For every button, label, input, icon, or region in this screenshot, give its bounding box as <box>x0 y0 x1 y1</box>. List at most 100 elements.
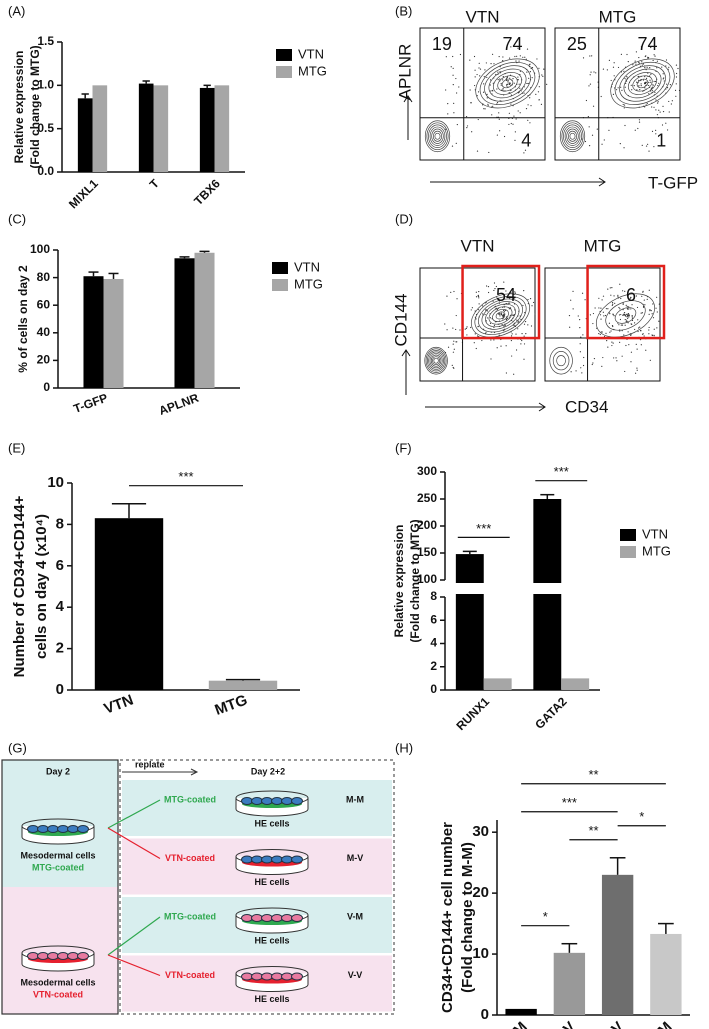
event-dot <box>631 319 634 322</box>
right-title: Day 2+2 <box>251 766 285 776</box>
event-dot <box>496 309 498 311</box>
event-dot <box>677 67 679 70</box>
contour <box>479 61 536 105</box>
cell <box>251 797 263 805</box>
panel-label: (G) <box>8 740 27 755</box>
contour <box>488 306 513 325</box>
event-dot <box>675 64 678 66</box>
bar <box>194 252 215 388</box>
event-dot <box>473 342 475 344</box>
event-dot <box>456 123 458 126</box>
event-dot <box>598 332 600 335</box>
plot-frame <box>419 27 546 161</box>
bar <box>505 1008 537 1015</box>
significance-label: ** <box>588 767 598 782</box>
event-dot <box>508 112 510 114</box>
cell <box>291 972 303 981</box>
event-dot <box>588 85 590 87</box>
event-dot <box>498 118 500 120</box>
event-dot <box>486 317 489 319</box>
significance-label: *** <box>476 521 491 536</box>
event-dot <box>618 306 620 309</box>
event-dot <box>590 71 592 73</box>
cell <box>261 914 273 922</box>
event-dot <box>485 285 488 287</box>
event-dot <box>508 92 510 94</box>
event-dot <box>532 301 535 304</box>
event-dot <box>627 61 629 63</box>
event-dot <box>646 102 648 105</box>
event-dot <box>612 303 614 305</box>
event-dot <box>455 142 457 144</box>
event-dot <box>643 335 645 337</box>
y-tick-label: 0 <box>481 1006 489 1023</box>
event-dot <box>620 313 622 316</box>
event-dot <box>477 295 479 297</box>
event-dot <box>584 299 586 301</box>
contour <box>488 68 527 99</box>
event-dot <box>568 314 571 317</box>
event-dot <box>651 130 654 132</box>
event-dot <box>506 83 508 86</box>
quadrant-value: 54 <box>496 285 516 305</box>
contour <box>497 75 518 92</box>
event-dot <box>637 319 639 321</box>
event-dot <box>609 331 611 333</box>
event-dot <box>471 307 473 309</box>
cell <box>251 972 263 981</box>
event-dot <box>621 324 624 326</box>
event-dot <box>518 83 520 85</box>
event-dot <box>655 133 657 135</box>
code-label: V-V <box>348 970 363 980</box>
event-dot <box>611 304 613 306</box>
legend-label: MTG <box>298 63 327 78</box>
event-dot <box>651 313 653 315</box>
event-dot <box>546 83 548 85</box>
event-dot <box>645 77 648 79</box>
cell <box>77 952 89 960</box>
event-dot <box>519 55 521 57</box>
y-tick-label: 0.5 <box>37 121 54 135</box>
event-dot <box>474 84 476 87</box>
event-dot <box>517 328 519 330</box>
event-dot <box>641 64 643 66</box>
event-dot <box>476 150 479 152</box>
event-dot <box>487 104 489 107</box>
event-dot <box>485 62 487 64</box>
y-tick-label: 60 <box>37 297 51 311</box>
event-dot <box>628 314 630 316</box>
event-dot <box>609 287 611 289</box>
x-axis-label: T-GFP <box>648 173 698 192</box>
cell <box>241 914 253 922</box>
quadrant-value: 19 <box>432 34 452 54</box>
event-dot <box>537 91 540 93</box>
y-tick-label: 0 <box>43 380 50 394</box>
event-dot <box>607 308 609 310</box>
legend-label: VTN <box>298 46 324 61</box>
event-dot <box>487 103 489 105</box>
x-tick-label: TBX6 <box>191 176 223 208</box>
event-dot <box>569 326 571 328</box>
event-dot <box>502 60 504 62</box>
event-dot <box>489 317 492 319</box>
event-dot <box>513 314 515 317</box>
event-dot <box>542 75 544 77</box>
event-dot <box>642 305 645 308</box>
legend-label: MTG <box>294 276 323 291</box>
event-dot <box>493 324 496 326</box>
event-dot <box>640 312 642 314</box>
event-dot <box>536 58 538 60</box>
cell <box>37 952 49 960</box>
event-dot <box>523 335 525 337</box>
event-dot <box>614 302 616 304</box>
event-dot <box>493 326 495 329</box>
event-dot <box>513 313 515 316</box>
event-dot <box>520 343 522 345</box>
event-dot <box>655 109 657 111</box>
event-dot <box>626 305 628 308</box>
event-dot <box>646 66 648 68</box>
event-dot <box>666 87 669 89</box>
event-dot <box>648 289 650 291</box>
event-dot <box>645 349 647 351</box>
event-dot <box>607 288 609 290</box>
